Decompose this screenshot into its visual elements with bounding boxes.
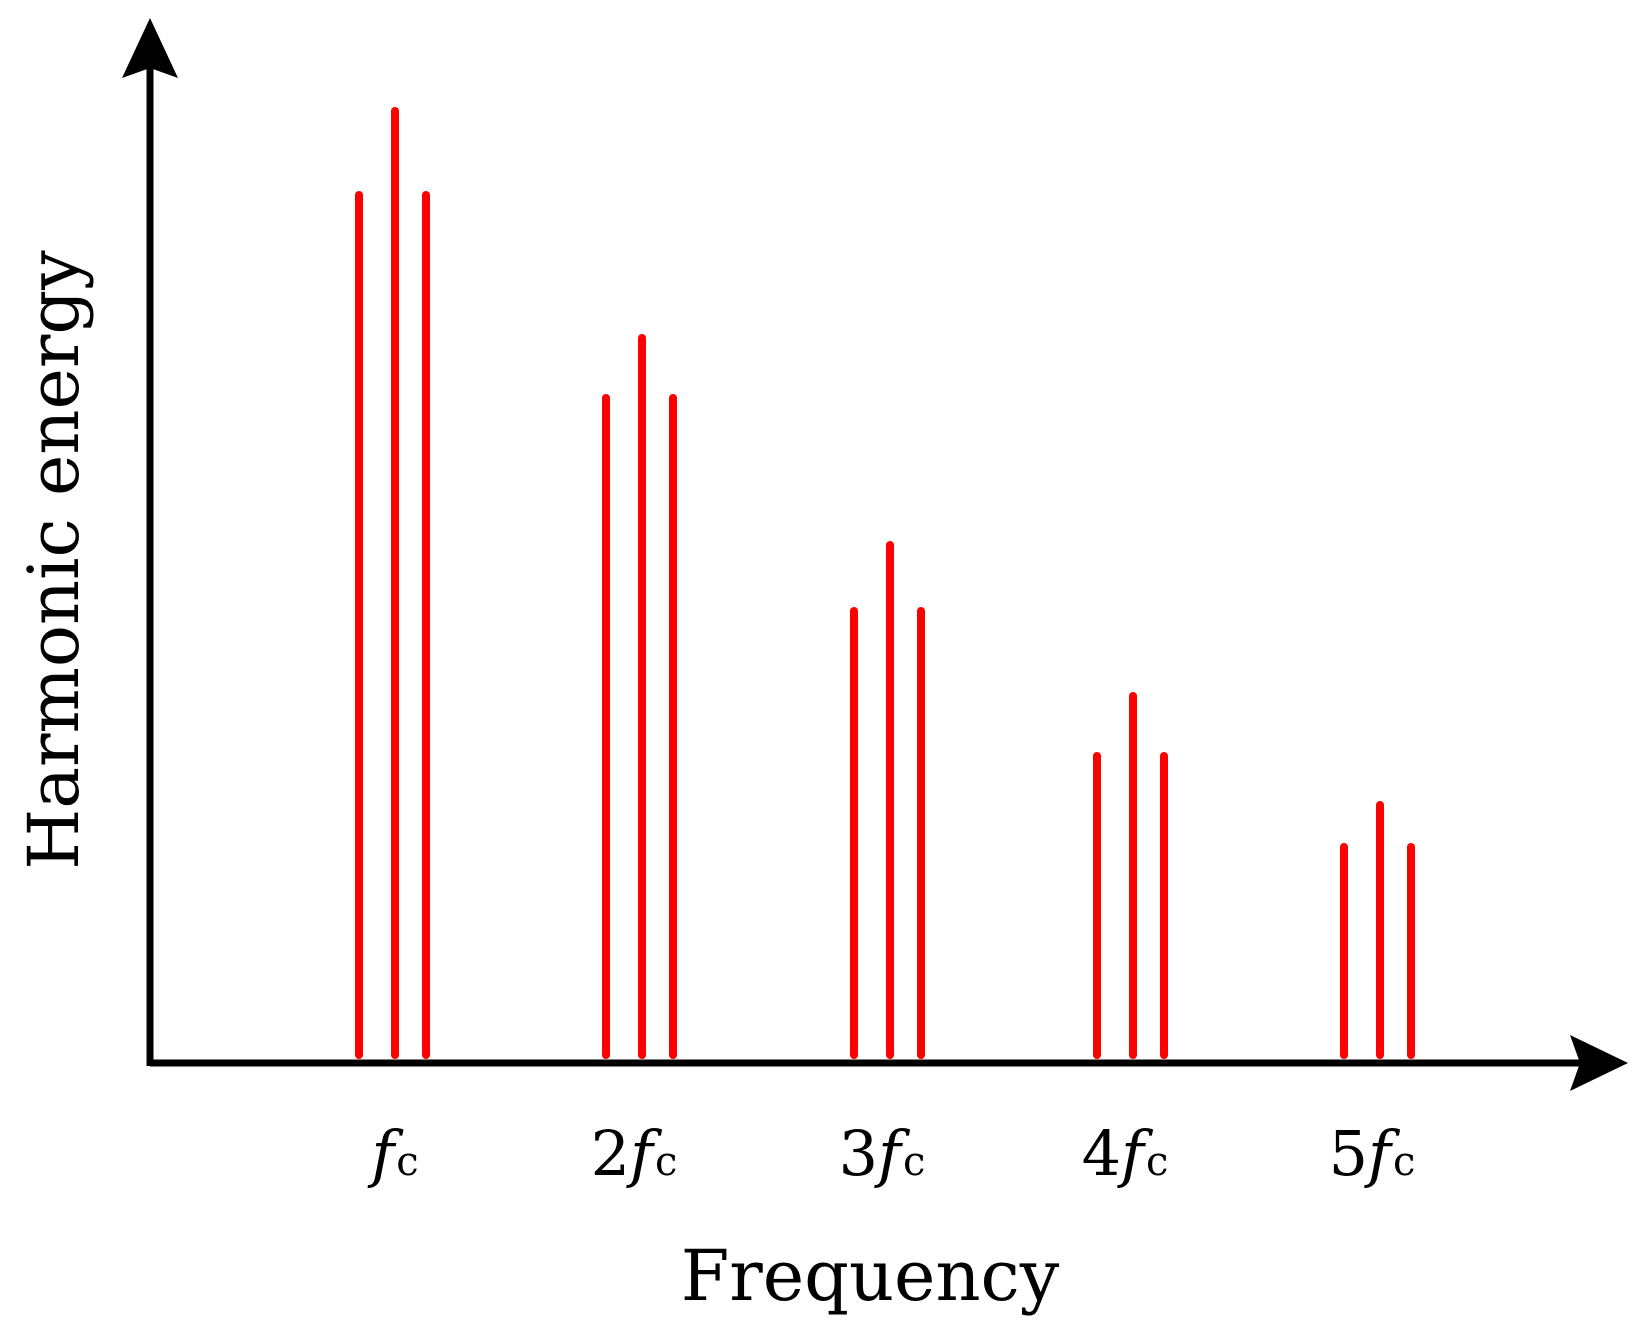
y-axis-arrowhead — [122, 18, 178, 78]
tick-multiplier: 3 — [839, 1117, 878, 1190]
axes — [122, 18, 1628, 1091]
x-tick-labels: fc 2fc 3fc 4fc 5fc — [367, 1117, 1415, 1190]
tick-subscript: c — [655, 1139, 677, 1185]
x-axis-arrowhead — [1570, 1035, 1628, 1091]
bars-layer — [355, 107, 1415, 1059]
tick-multiplier: 2 — [591, 1117, 630, 1190]
x-tick-label-3: 3fc — [839, 1117, 926, 1190]
tick-subscript: c — [1146, 1139, 1168, 1185]
x-tick-label-2: 2fc — [591, 1117, 678, 1190]
tick-subscript: c — [396, 1139, 418, 1185]
tick-subscript: c — [1393, 1139, 1415, 1185]
x-tick-label-1: fc — [367, 1117, 418, 1190]
tick-multiplier: 5 — [1329, 1117, 1368, 1190]
x-axis-label: Frequency — [681, 1235, 1060, 1317]
x-tick-label-4: 4fc — [1082, 1117, 1169, 1190]
tick-multiplier: 4 — [1082, 1117, 1121, 1190]
y-axis-label: Harmonic energy — [13, 250, 95, 870]
x-tick-label-5: 5fc — [1329, 1117, 1416, 1190]
tick-subscript: c — [903, 1139, 925, 1185]
